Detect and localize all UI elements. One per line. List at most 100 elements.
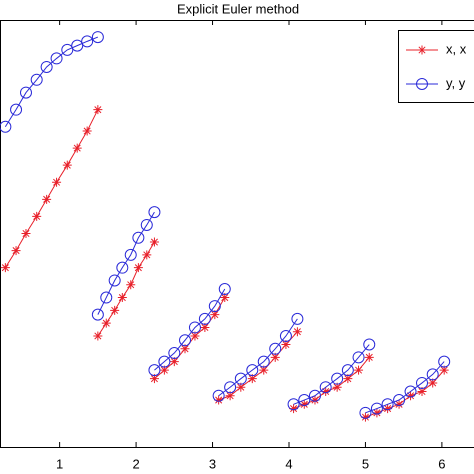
marker xyxy=(360,412,370,422)
marker xyxy=(108,274,121,287)
x-tick-label: 3 xyxy=(209,456,216,471)
marker xyxy=(224,381,237,394)
marker xyxy=(364,352,374,362)
marker xyxy=(0,120,12,133)
marker xyxy=(404,385,417,398)
marker xyxy=(416,78,428,90)
marker xyxy=(0,263,10,273)
series-line xyxy=(4,36,445,414)
plot-frame xyxy=(0,20,474,448)
marker xyxy=(32,211,42,221)
marker xyxy=(417,45,427,55)
x-tick-label: 1 xyxy=(56,456,63,471)
marker xyxy=(198,312,211,325)
marker xyxy=(247,374,257,384)
marker xyxy=(218,283,231,296)
marker xyxy=(225,391,235,401)
marker xyxy=(140,218,153,231)
x-tick-label: 2 xyxy=(132,456,139,471)
marker xyxy=(81,35,94,48)
marker xyxy=(289,404,299,414)
marker xyxy=(381,398,394,411)
marker xyxy=(116,261,129,274)
marker xyxy=(168,347,181,360)
marker xyxy=(200,322,210,332)
marker xyxy=(287,398,300,411)
marker xyxy=(159,365,169,375)
x-tick-label: 5 xyxy=(362,456,369,471)
marker xyxy=(52,177,62,187)
marker xyxy=(91,31,104,44)
marker xyxy=(393,394,406,407)
marker xyxy=(292,327,302,337)
marker xyxy=(50,52,63,65)
marker xyxy=(406,391,416,401)
marker xyxy=(110,305,120,315)
marker xyxy=(212,389,225,402)
marker xyxy=(299,399,309,409)
x-tick-label: 4 xyxy=(285,456,292,471)
marker xyxy=(246,364,259,377)
marker xyxy=(426,368,439,381)
marker xyxy=(281,340,291,350)
marker xyxy=(40,60,53,73)
marker xyxy=(124,248,137,261)
marker xyxy=(149,237,159,247)
marker xyxy=(270,352,280,362)
marker xyxy=(394,399,404,409)
series-line xyxy=(4,109,445,418)
marker xyxy=(133,263,143,273)
marker xyxy=(321,386,331,396)
marker xyxy=(82,126,92,136)
marker xyxy=(269,342,282,355)
marker xyxy=(19,86,32,99)
chart-title: Explicit Euler method xyxy=(177,1,299,16)
legend-box xyxy=(398,30,474,103)
marker xyxy=(308,389,321,402)
marker xyxy=(148,364,161,377)
marker xyxy=(100,291,113,304)
marker xyxy=(359,406,372,419)
marker xyxy=(352,351,365,364)
marker xyxy=(310,395,320,405)
marker xyxy=(42,194,52,204)
legend-label: y, y xyxy=(446,75,466,90)
marker xyxy=(438,355,451,368)
marker xyxy=(188,321,201,334)
marker xyxy=(72,143,82,153)
marker xyxy=(210,310,220,320)
marker xyxy=(180,344,190,354)
marker xyxy=(11,246,21,256)
marker xyxy=(363,338,376,351)
marker xyxy=(62,160,72,170)
marker xyxy=(149,374,159,384)
marker xyxy=(148,206,161,219)
marker xyxy=(257,355,270,368)
marker xyxy=(21,229,31,238)
marker xyxy=(416,376,429,389)
marker xyxy=(93,331,103,341)
marker xyxy=(208,300,221,313)
marker xyxy=(91,308,104,321)
marker xyxy=(259,365,269,375)
marker xyxy=(190,331,200,341)
marker xyxy=(132,231,145,244)
marker xyxy=(331,372,344,385)
marker xyxy=(142,250,152,260)
marker xyxy=(71,39,84,52)
marker xyxy=(383,404,393,414)
marker xyxy=(319,381,332,394)
marker xyxy=(10,103,23,116)
marker xyxy=(169,357,179,367)
marker xyxy=(354,365,364,375)
marker xyxy=(234,372,247,385)
marker xyxy=(341,364,354,377)
marker xyxy=(93,105,103,115)
marker xyxy=(370,402,383,415)
legend-label: x, x xyxy=(446,41,467,56)
marker xyxy=(61,43,74,56)
marker xyxy=(291,312,304,325)
marker xyxy=(214,395,224,405)
